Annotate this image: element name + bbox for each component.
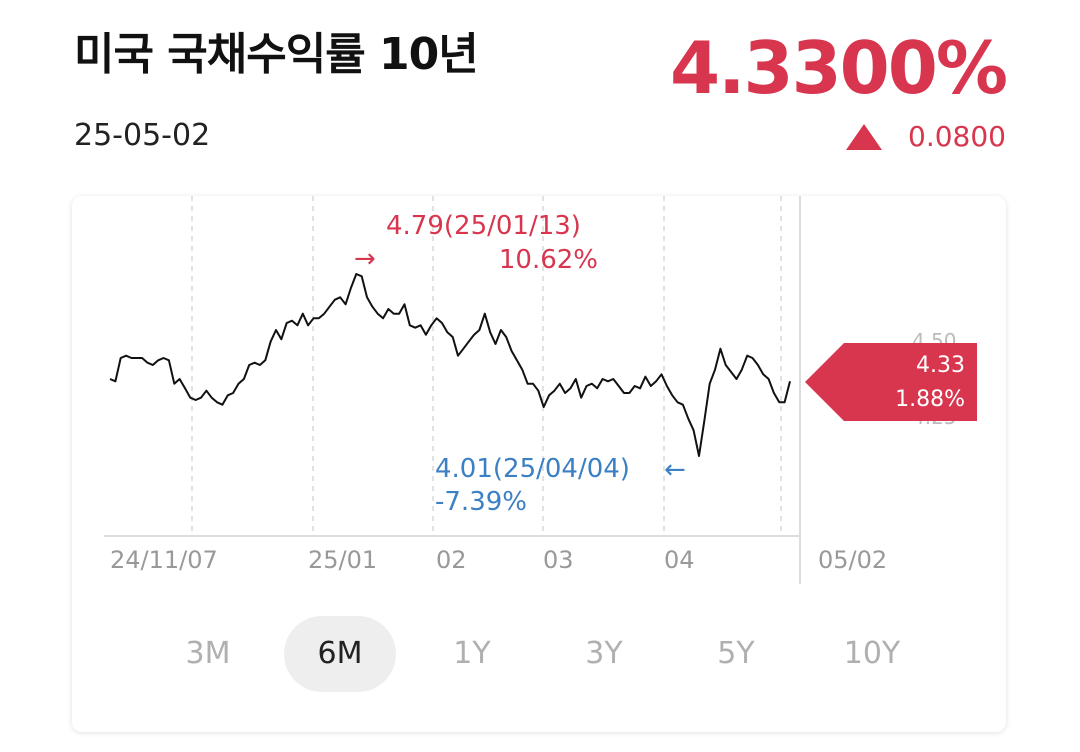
low-arrow-icon: ← <box>664 455 686 485</box>
low-label: 4.01(25/04/04) <box>435 454 630 484</box>
page-title: 미국 국채수익률 10년 <box>74 29 479 80</box>
current-pct: 1.88% <box>895 387 965 412</box>
tab-6m[interactable]: 6M <box>284 616 396 692</box>
chart-card: 4.50 4.25 → 4.79(25/01/13) 10.62% 4.01(2… <box>72 196 1006 732</box>
yield-chart[interactable]: 4.50 4.25 → 4.79(25/01/13) 10.62% 4.01(2… <box>72 196 1006 596</box>
x-tick-label: 25/01 <box>308 546 377 574</box>
tab-3y[interactable]: 3Y <box>585 636 623 671</box>
tab-3m[interactable]: 3M <box>185 636 231 671</box>
quote-date: 25-05-02 <box>74 118 211 153</box>
high-pct: 10.62% <box>499 245 598 275</box>
high-arrow-icon: → <box>354 244 376 274</box>
x-tick-label: 24/11/07 <box>110 546 218 574</box>
change-value: 0.0800 <box>908 120 1006 153</box>
current-price-tag <box>805 343 977 421</box>
current-value: 4.33 <box>916 353 965 378</box>
tab-10y[interactable]: 10Y <box>843 636 901 671</box>
current-price: 4.3300% <box>670 26 1008 110</box>
triangle-up-icon <box>846 123 883 150</box>
x-tick-label: 05/02 <box>818 546 887 574</box>
range-tabs: 3M 6M 1Y 3Y 5Y 10Y <box>72 616 1006 692</box>
x-tick-label: 04 <box>664 546 695 574</box>
x-tick-label: 03 <box>543 546 574 574</box>
tab-5y[interactable]: 5Y <box>717 636 755 671</box>
price-change: 0.0800 <box>846 120 1006 153</box>
x-tick-label: 02 <box>436 546 467 574</box>
high-label: 4.79(25/01/13) <box>386 211 581 241</box>
tab-1y[interactable]: 1Y <box>453 636 491 671</box>
low-pct: -7.39% <box>435 487 527 517</box>
price-line <box>109 273 791 457</box>
